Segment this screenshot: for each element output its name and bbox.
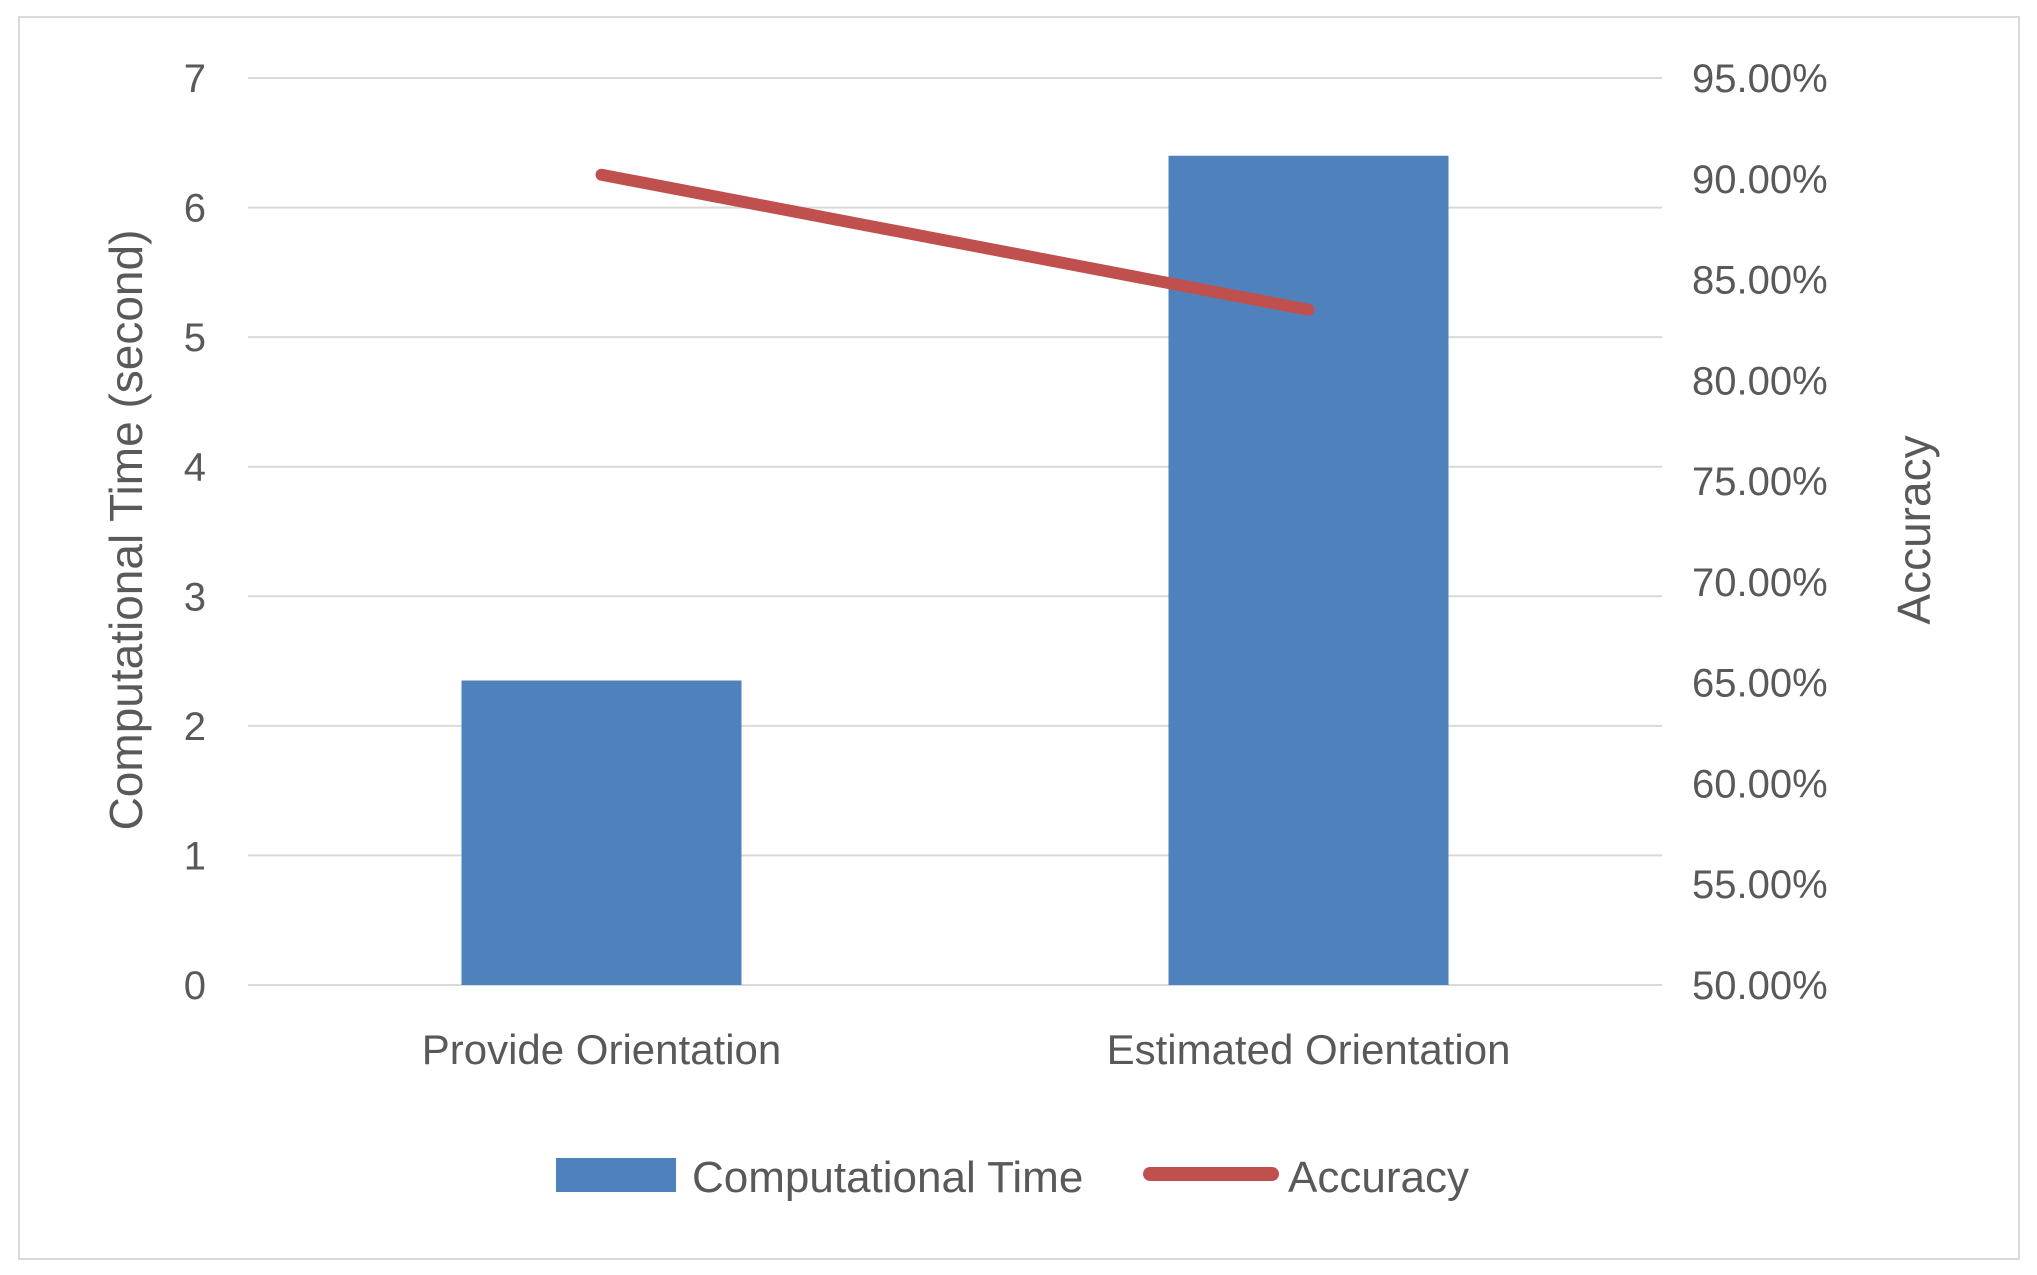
- left-axis-title: Computational Time (second): [100, 230, 152, 831]
- left-tick-label: 6: [184, 187, 206, 231]
- right-tick-label: 85.00%: [1692, 259, 1828, 303]
- accuracy-line: [595, 168, 1315, 316]
- chart-frame: [18, 16, 2020, 1260]
- bar: [1168, 155, 1449, 985]
- right-tick-label: 55.00%: [1692, 863, 1828, 907]
- left-tick-label: 1: [184, 834, 206, 878]
- gridlines: [248, 77, 1662, 986]
- bar-series: [461, 155, 1449, 985]
- left-tick-label: 3: [184, 575, 206, 619]
- left-tick-label: 7: [184, 57, 206, 101]
- left-tick-label: 2: [184, 705, 206, 749]
- right-tick-label: 90.00%: [1692, 158, 1828, 202]
- right-tick-label: 75.00%: [1692, 460, 1828, 504]
- category-label: Estimated Orientation: [1107, 1026, 1511, 1073]
- right-tick-label: 80.00%: [1692, 359, 1828, 403]
- category-label: Provide Orientation: [422, 1026, 782, 1073]
- legend-label-computational-time: Computational Time: [692, 1153, 1083, 1202]
- right-axis-title: Accuracy: [1888, 435, 1940, 624]
- left-tick-label: 4: [184, 446, 206, 490]
- left-tick-label: 0: [184, 964, 206, 1008]
- line-series: [595, 168, 1315, 316]
- left-axis-ticks: 0 1 2 3 4 5 6 7: [184, 57, 206, 1008]
- right-tick-label: 50.00%: [1692, 964, 1828, 1008]
- right-tick-label: 70.00%: [1692, 561, 1828, 605]
- left-tick-label: 5: [184, 316, 206, 360]
- legend-label-accuracy: Accuracy: [1288, 1153, 1469, 1202]
- right-tick-label: 65.00%: [1692, 662, 1828, 706]
- category-labels: Provide Orientation Estimated Orientation: [422, 1026, 1511, 1073]
- legend-swatch-computational-time: [556, 1158, 676, 1192]
- right-axis-ticks: 50.00% 55.00% 60.00% 65.00% 70.00% 75.00% 80.0…: [1692, 57, 1828, 1008]
- right-tick-label: 95.00%: [1692, 57, 1828, 101]
- legend: Computational Time Accuracy: [556, 1153, 1469, 1202]
- bar: [461, 680, 742, 985]
- right-tick-label: 60.00%: [1692, 762, 1828, 806]
